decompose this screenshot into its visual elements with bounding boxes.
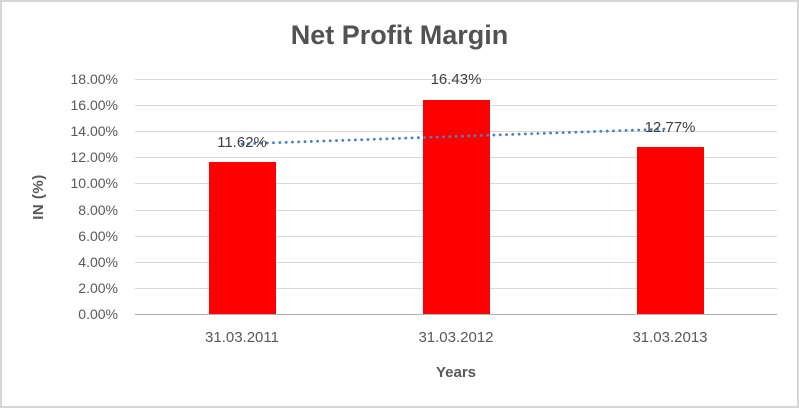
x-axis-tick-label: 31.03.2013 (632, 329, 708, 346)
y-axis-tick-label: 4.00% (78, 253, 118, 270)
data-label: 11.62% (217, 134, 267, 152)
y-axis-tick-label: 10.00% (70, 175, 118, 192)
gridline (135, 79, 777, 80)
y-axis-tick-label: 18.00% (70, 71, 118, 87)
y-axis-tick-label: 6.00% (78, 227, 118, 244)
x-axis-tick-label: 31.03.2012 (418, 329, 494, 346)
bar (636, 147, 704, 314)
y-axis-tick-label: 0.00% (78, 306, 118, 322)
x-axis-tick-label: 31.03.2011 (205, 329, 279, 346)
y-axis-tick-label: 12.00% (70, 149, 118, 166)
data-label: 16.43% (430, 71, 482, 89)
y-axis-tick-label: 16.00% (70, 97, 118, 114)
x-axis-title: Years (435, 364, 477, 381)
y-axis-tick-label: 2.00% (78, 279, 118, 296)
plot-area (135, 79, 777, 315)
chart-title: Net Profit Margin (290, 20, 509, 50)
y-axis-tick-label: 8.00% (78, 201, 118, 218)
y-axis-tick-label: 14.00% (70, 123, 118, 140)
trendline (240, 127, 672, 146)
trendline-path (240, 127, 672, 146)
data-label: 12.77% (644, 119, 696, 137)
bar (208, 162, 276, 314)
